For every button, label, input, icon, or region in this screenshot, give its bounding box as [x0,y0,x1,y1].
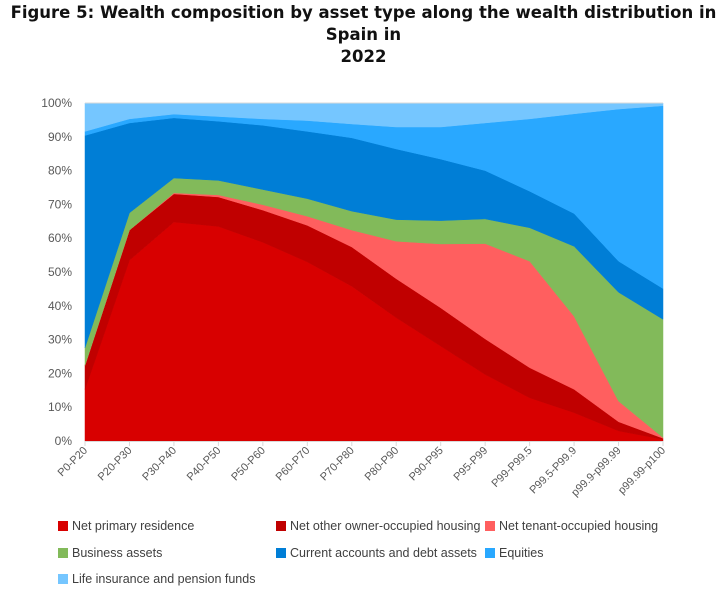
x-axis: P0-P20 P20-P30 P30-P40 P40-P50 P50-P60 P60-P7… [56,441,668,499]
legend-label: Net tenant-occupied housing [499,519,659,533]
legend-label: Life insurance and pension funds [72,572,256,586]
x-tick-label: p99.99-p100 [616,445,668,497]
chart-title-line-1: Figure 5: Wealth composition by asset ty… [10,3,717,44]
y-tick-label: 80% [48,164,72,178]
x-tick-label: P30-P40 [140,445,179,484]
legend-swatch [58,521,68,531]
legend-swatch [485,521,495,531]
legend-swatch [276,521,286,531]
x-tick-label: P80-P90 [363,445,402,484]
legend-item: Net tenant-occupied housing [485,519,658,533]
legend-item: Net primary residence [58,519,194,533]
chart-title: Figure 5: Wealth composition by asset ty… [0,2,727,68]
legend-label: Equities [499,546,544,560]
x-tick-label: P99-P99.5 [489,445,534,490]
x-tick-label: P0-P20 [56,445,90,479]
y-tick-label: 20% [48,366,72,380]
y-tick-label: 100% [41,96,72,110]
legend-swatch [485,548,495,558]
y-tick-label: 0% [55,434,73,448]
x-tick-label: P20-P30 [96,445,135,484]
legend-item: Current accounts and debt assets [276,546,477,560]
legend-label: Net primary residence [72,519,195,533]
chart-title-line-2: 2022 [340,47,387,66]
plot-areas [84,102,664,442]
y-tick-label: 10% [48,400,72,414]
x-tick-label: P60-P70 [274,445,313,484]
y-tick-label: 60% [48,231,72,245]
legend-label: Current accounts and debt assets [290,546,477,560]
legend-swatch [58,548,68,558]
y-tick-label: 90% [48,130,72,144]
x-tick-label: P70-P80 [318,445,357,484]
y-tick-label: 30% [48,333,72,347]
x-tick-label: P50-P60 [229,445,268,484]
y-tick-label: 70% [48,197,72,211]
y-tick-label: 40% [48,299,72,313]
legend-swatch [58,574,68,584]
legend-item: Net other owner-occupied housing [276,519,480,533]
legend-label: Net other owner-occupied housing [290,519,481,533]
legend-item: Equities [485,546,543,560]
y-axis: 0% 10% 20% 30% 40% 50% 60% 70% 80% 90% 100% [41,96,72,448]
y-tick-label: 50% [48,265,72,279]
legend-swatch [276,548,286,558]
x-tick-label: P95-P99 [452,445,491,484]
legend-label: Business assets [72,546,163,560]
legend-item: Business assets [58,546,162,560]
legend-item: Life insurance and pension funds [58,572,255,586]
x-tick-label: P90-P95 [407,445,446,484]
x-tick-label: P40-P50 [185,445,224,484]
